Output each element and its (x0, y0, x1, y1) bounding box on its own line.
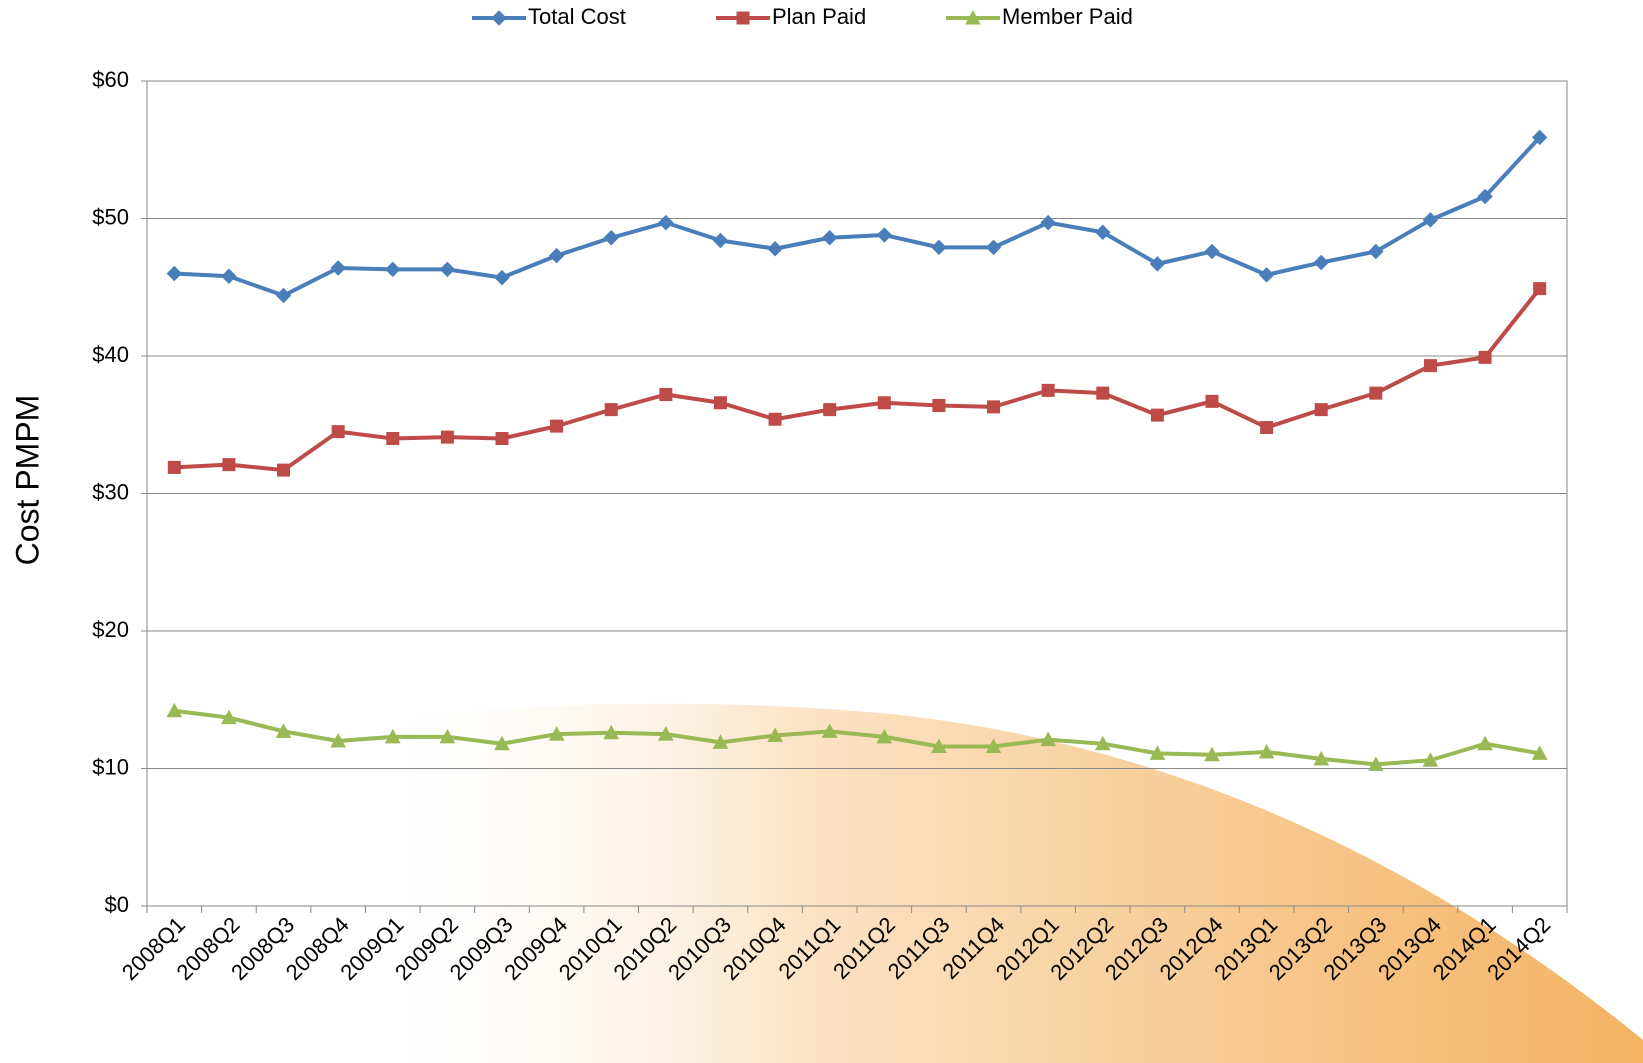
marker (658, 726, 674, 741)
marker (166, 265, 183, 282)
marker (659, 388, 673, 401)
marker (330, 260, 346, 276)
marker (331, 425, 345, 439)
marker (985, 738, 1002, 753)
marker (330, 732, 346, 748)
marker (548, 247, 565, 264)
marker (1150, 408, 1164, 422)
marker (1040, 214, 1056, 231)
marker (823, 403, 837, 417)
marker (439, 728, 456, 744)
marker (1369, 386, 1383, 400)
marker (712, 734, 729, 749)
marker (1422, 212, 1439, 228)
marker (1313, 750, 1330, 766)
marker (767, 727, 783, 742)
marker (1533, 282, 1547, 296)
marker (712, 232, 729, 249)
marker (1258, 267, 1275, 283)
marker (603, 230, 619, 246)
series-line (174, 708, 1541, 767)
y-tick-label: $60 (92, 67, 129, 92)
marker (440, 430, 454, 444)
marker (821, 723, 838, 738)
marker (1478, 350, 1492, 364)
legend-label: Member Paid (1002, 4, 1133, 29)
marker (1041, 383, 1055, 397)
marker (1204, 243, 1220, 260)
marker (1149, 256, 1166, 272)
marker (385, 261, 401, 278)
marker (222, 458, 236, 472)
series-line (174, 136, 1542, 298)
plot-border (146, 80, 1568, 907)
marker (275, 723, 292, 738)
marker (491, 10, 507, 26)
legend-label: Plan Paid (772, 4, 866, 29)
marker (1477, 188, 1493, 205)
marker (987, 400, 1001, 414)
marker (821, 230, 838, 246)
legend-label: Total Cost (528, 4, 626, 29)
marker (1368, 756, 1384, 771)
marker (1423, 359, 1437, 373)
marker (384, 728, 401, 744)
marker (550, 419, 564, 433)
marker (658, 214, 674, 231)
series-line (174, 287, 1542, 473)
marker (603, 724, 620, 740)
marker (277, 463, 291, 477)
marker (932, 399, 946, 412)
marker (275, 287, 292, 304)
marker (876, 227, 893, 243)
marker (713, 396, 727, 410)
marker (495, 432, 509, 445)
marker (1422, 752, 1439, 767)
marker (1204, 746, 1220, 762)
marker (1094, 735, 1111, 751)
marker (877, 396, 891, 410)
marker (1314, 403, 1328, 417)
y-tick-label: $0 (105, 892, 129, 917)
y-axis-title: Cost PMPM (9, 395, 45, 566)
marker (166, 702, 183, 718)
marker (767, 241, 783, 257)
marker (548, 726, 565, 741)
marker (736, 11, 750, 25)
marker (604, 403, 618, 417)
marker (386, 432, 400, 445)
y-tick-label: $20 (92, 617, 129, 642)
marker (931, 239, 947, 256)
marker (1205, 394, 1219, 408)
marker (1040, 731, 1056, 747)
marker (439, 261, 456, 278)
y-tick-label: $30 (92, 479, 129, 504)
marker (1096, 386, 1110, 400)
marker (768, 412, 782, 426)
y-tick-label: $50 (92, 204, 129, 229)
marker (221, 709, 237, 725)
y-tick-label: $40 (92, 342, 129, 367)
marker (1368, 243, 1384, 260)
marker (1477, 735, 1493, 751)
marker (876, 728, 893, 744)
marker (494, 735, 510, 751)
marker (965, 9, 981, 25)
marker (221, 268, 237, 284)
background-swoosh (360, 703, 1643, 1063)
marker (1313, 254, 1329, 271)
marker (494, 269, 510, 286)
y-tick-label: $10 (92, 754, 129, 779)
marker (1531, 129, 1548, 146)
marker (931, 738, 947, 753)
marker (985, 239, 1002, 256)
marker (1260, 421, 1274, 434)
marker (167, 460, 181, 474)
marker (1149, 745, 1166, 760)
marker (1531, 745, 1548, 760)
marker (1095, 224, 1111, 240)
legend: Total Cost Plan Paid Member Paid (472, 4, 1133, 29)
marker (1258, 743, 1275, 759)
